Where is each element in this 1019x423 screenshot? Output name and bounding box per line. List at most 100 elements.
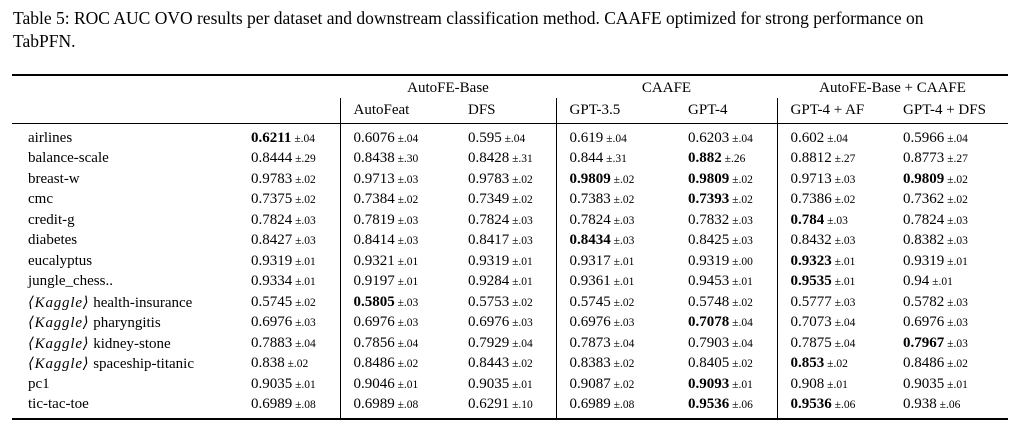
result-error: ±.03 [610, 317, 635, 330]
result-value: 0.7824 [903, 211, 945, 228]
result-value: 0.7386 [790, 191, 832, 208]
table-row: diabetes 0.8427 ±.03 0.8414 ±.03 0.8417 ±.0… [12, 230, 1008, 252]
result-cell: 0.619 ±.04 [555, 123, 676, 149]
result-cell: 0.8486 ±.02 [890, 354, 1008, 375]
result-value: 0.853 [790, 355, 825, 372]
result-error: ±.03 [729, 214, 753, 227]
base-column-header [238, 98, 340, 124]
result-error: ±.04 [729, 337, 753, 350]
result-value: 0.7832 [688, 211, 730, 228]
dataset-name: ⟨Kaggle⟩ spaceship-titanic [28, 356, 194, 373]
result-error: ±.02 [944, 173, 968, 186]
result-error: ±.08 [610, 399, 635, 412]
result-error: ±.01 [509, 255, 533, 268]
result-value: 0.9319 [688, 252, 730, 269]
result-error: ±.04 [603, 132, 627, 145]
result-value: 0.5745 [569, 293, 611, 310]
result-value: 0.8812 [790, 150, 832, 167]
dataset-name: pc1 [28, 375, 50, 392]
result-error: ±.03 [610, 214, 635, 227]
result-cell: 0.7873 ±.04 [555, 333, 676, 354]
results-table-wrap: AutoFE-Base CAAFE AutoFE-Base + CAAFE Au… [12, 74, 1009, 420]
result-cell: 0.9783 ±.02 [238, 169, 340, 190]
result-cell: 0.9453 ±.01 [675, 272, 777, 293]
result-value: 0.6976 [903, 314, 945, 331]
result-cell: 0.9713 ±.03 [339, 169, 455, 190]
result-cell: 0.8434 ±.03 [555, 230, 676, 251]
result-error: ±.01 [944, 378, 968, 391]
result-error: ±.02 [729, 296, 753, 309]
result-cell: 0.6989 ±.08 [555, 394, 676, 419]
result-value: 0.6976 [569, 314, 611, 331]
result-value: 0.8444 [251, 150, 293, 167]
result-error: ±.02 [610, 296, 635, 309]
result-cell: 0.9035 ±.01 [455, 374, 556, 395]
result-cell: 0.9334 ±.01 [238, 272, 340, 293]
result-cell: 0.8812 ±.27 [776, 148, 891, 169]
result-error: ±.02 [292, 194, 316, 207]
result-error: ±.29 [292, 153, 316, 166]
result-error: ±.06 [936, 399, 961, 412]
result-cell: 0.938 ±.06 [890, 395, 1008, 420]
dataset-name: diabetes [28, 232, 78, 249]
result-cell: 0.9321 ±.01 [339, 251, 455, 272]
result-value: 0.94 [903, 273, 930, 290]
result-error: ±.04 [824, 132, 848, 145]
result-cell: 0.6989 ±.08 [238, 395, 340, 420]
result-cell: 0.7393 ±.02 [675, 190, 777, 211]
result-error: ±.03 [394, 296, 419, 309]
result-error: ±.02 [292, 173, 316, 186]
result-error: ±.04 [509, 337, 533, 350]
result-value: 0.9535 [790, 273, 832, 290]
result-value: 0.7362 [903, 191, 945, 208]
result-value: 0.9361 [569, 273, 611, 290]
result-value: 0.7824 [569, 211, 611, 228]
result-value: 0.5782 [903, 293, 945, 310]
result-error: ±.02 [610, 173, 635, 186]
result-cell: 0.9319 ±.01 [238, 251, 340, 272]
result-cell: 0.9035 ±.01 [890, 374, 1008, 395]
result-cell: 0.8444 ±.29 [238, 149, 340, 170]
result-value: 0.6976 [468, 314, 510, 331]
result-value: 0.595 [468, 129, 502, 146]
result-value: 0.5777 [790, 293, 832, 310]
result-cell: 0.6976 ±.03 [455, 313, 556, 334]
result-value: 0.6076 [353, 129, 395, 146]
result-value: 0.908 [790, 375, 825, 392]
result-value: 0.7967 [903, 334, 945, 351]
result-value: 0.9453 [688, 273, 730, 290]
result-error: ±.03 [394, 235, 419, 248]
result-error: ±.03 [292, 317, 316, 330]
result-cell: 0.9319 ±.01 [455, 251, 556, 272]
result-cell: 0.9319 ±.00 [675, 251, 777, 272]
result-cell: 0.7078 ±.04 [675, 313, 777, 334]
result-cell: 0.5748 ±.02 [675, 292, 777, 313]
result-error: ±.08 [292, 399, 316, 412]
result-error: ±.04 [831, 317, 856, 330]
result-error: ±.02 [509, 358, 533, 371]
table-row: ⟨Kaggle⟩ pharyngitis 0.6976 ±.03 0.6976 ±.… [12, 312, 1008, 334]
result-cell: 0.908 ±.01 [776, 374, 891, 395]
result-error: ±.03 [824, 214, 848, 227]
result-error: ±.02 [394, 194, 419, 207]
result-error: ±.03 [729, 235, 753, 248]
result-error: ±.02 [729, 173, 753, 186]
result-value: 0.882 [688, 150, 722, 167]
result-cell: 0.5782 ±.03 [890, 292, 1008, 313]
result-cell: 0.8427 ±.03 [238, 231, 340, 252]
result-value: 0.7873 [569, 334, 611, 351]
result-value: 0.7929 [468, 334, 510, 351]
result-value: 0.838 [251, 355, 285, 372]
results-table: AutoFE-Base CAAFE AutoFE-Base + CAAFE Au… [12, 74, 1009, 420]
result-error: ±.04 [501, 132, 526, 145]
result-cell: 0.8432 ±.03 [776, 230, 891, 251]
result-cell: 0.8428 ±.31 [455, 149, 556, 170]
result-value: 0.7824 [468, 211, 510, 228]
result-value: 0.9323 [790, 252, 832, 269]
result-error: ±.03 [509, 235, 533, 248]
column-header: GPT-4 + DFS [890, 98, 1009, 124]
result-cell: 0.7362 ±.02 [890, 190, 1008, 211]
result-error: ±.01 [831, 255, 856, 268]
result-error: ±.03 [394, 214, 419, 227]
result-cell: 0.7384 ±.02 [339, 189, 455, 210]
